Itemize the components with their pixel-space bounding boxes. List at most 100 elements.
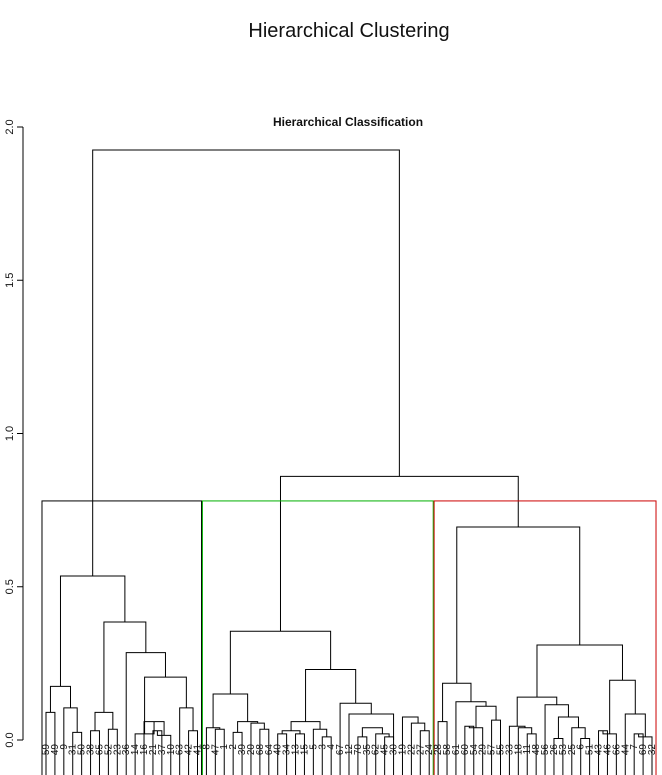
leaf-label: 5 — [308, 744, 319, 750]
dendrogram-link — [437, 721, 448, 740]
dendrogram-link — [516, 696, 558, 727]
leaf-label: 16 — [139, 744, 150, 756]
leaf-label: 65 — [94, 744, 105, 756]
leaf-label: 57 — [487, 744, 498, 756]
dendrogram-link — [212, 693, 249, 728]
dendrogram-link — [321, 736, 332, 740]
dendrogram-link — [305, 669, 357, 722]
dendrogram-link — [49, 685, 72, 713]
leaf-label: 61 — [451, 744, 462, 756]
dendrogram-link — [125, 652, 166, 740]
dendrogram-link — [339, 702, 372, 740]
y-tick-label: 2.0 — [4, 119, 16, 134]
leaf-label: 67 — [335, 744, 346, 756]
leaf-label: 14 — [130, 744, 141, 756]
leaf-label: 3 — [317, 744, 328, 750]
leaf-label: 35 — [362, 744, 373, 756]
leaf-label: 70 — [353, 744, 364, 756]
leaf-label: 64 — [264, 744, 275, 756]
dendrogram-link — [410, 722, 426, 740]
y-tick-label: 1.5 — [4, 273, 16, 288]
cluster-box — [433, 500, 657, 775]
dendrogram-link — [384, 736, 395, 740]
leaf-label: 49 — [50, 744, 61, 756]
leaf-label: 40 — [273, 744, 284, 756]
leaf-label: 39 — [237, 744, 248, 756]
leaf-label: 32 — [647, 744, 658, 756]
leaf-label: 22 — [406, 744, 417, 756]
leaf-label: 51 — [585, 744, 596, 756]
y-tick-label: 1.0 — [4, 426, 16, 441]
dendrogram-link — [456, 526, 581, 684]
leaf-label: 63 — [175, 744, 186, 756]
dendrogram-link — [557, 716, 579, 739]
leaf-label: 15 — [299, 744, 310, 756]
leaf-label: 10 — [166, 744, 177, 756]
dendrogram-link — [357, 736, 368, 740]
y-tick-label: 0.0 — [4, 732, 16, 747]
dendrogram-link — [312, 728, 328, 740]
dendrogram-link — [72, 731, 83, 740]
leaf-label: 28 — [433, 744, 444, 756]
y-axis: 0.0 0.5 1.0 1.5 2.0 — [4, 119, 24, 748]
dendrogram-link — [45, 711, 56, 740]
dendrogram-link — [229, 630, 332, 695]
leaf-label: 6 — [576, 744, 587, 750]
leaf-label: 9 — [59, 744, 70, 750]
leaf-label: 8 — [201, 744, 212, 750]
chart-title: Hierarchical Classification — [273, 115, 423, 129]
leaf-label: 4 — [326, 744, 337, 750]
dendrogram-link — [419, 730, 430, 740]
leaf-label: 52 — [103, 744, 114, 756]
leaf-label: 25 — [567, 744, 578, 756]
dendrogram-link — [63, 707, 78, 740]
cluster-boxes — [41, 500, 657, 775]
dendrogram-link — [455, 701, 487, 740]
leaf-label: 47 — [210, 744, 221, 756]
dendrogram-link — [188, 730, 198, 740]
cluster-box — [41, 500, 203, 775]
dendrogram-link — [214, 728, 225, 740]
dendrogram-link — [59, 575, 126, 687]
leaf-label: 56 — [540, 744, 551, 756]
leaf-label: 19 — [397, 744, 408, 756]
leaf-label: 2 — [228, 744, 239, 750]
leaf-label: 60 — [460, 744, 471, 756]
leaf-label: 18 — [513, 744, 524, 756]
dendrogram-link — [279, 475, 519, 632]
dendrogram-link — [103, 621, 147, 713]
leaf-label: 12 — [344, 744, 355, 756]
dendrogram-link — [259, 728, 270, 740]
dendrogram-link — [250, 722, 265, 740]
dendrogram-link — [609, 679, 636, 734]
leaf-label: 43 — [594, 744, 605, 756]
dendrogram-link — [491, 719, 501, 740]
dendrogram-link — [348, 713, 395, 740]
leaf-label: 1 — [219, 744, 230, 750]
dendrogram-link — [92, 149, 400, 577]
leaf-label: 24 — [424, 744, 435, 756]
leaf-label: 55 — [496, 744, 507, 756]
dendrogram-link — [544, 704, 569, 740]
dendrogram-link — [277, 733, 288, 740]
dendrogram-link — [442, 682, 472, 722]
leaf-label: 37 — [157, 744, 168, 756]
leaf-label: 46 — [602, 744, 613, 756]
leaf-label: 50 — [77, 744, 88, 756]
leaf-label: 27 — [415, 744, 426, 756]
dendrogram-links — [45, 149, 653, 775]
leaf-label: 69 — [638, 744, 649, 756]
leaf-label: 21 — [148, 744, 159, 756]
leaf-label: 42 — [184, 744, 195, 756]
leaf-label: 48 — [531, 744, 542, 756]
dendrogram-link — [468, 726, 484, 740]
leaf-label: 26 — [549, 744, 560, 756]
leaf-label: 54 — [469, 744, 480, 756]
leaf-labels: 5949931503865522336141621371063424184712… — [41, 744, 658, 756]
leaf-label: 53 — [558, 744, 569, 756]
leaf-label: 66 — [611, 744, 622, 756]
leaf-label: 33 — [504, 744, 515, 756]
dendrogram-link — [295, 733, 305, 740]
leaf-label: 68 — [255, 744, 266, 756]
